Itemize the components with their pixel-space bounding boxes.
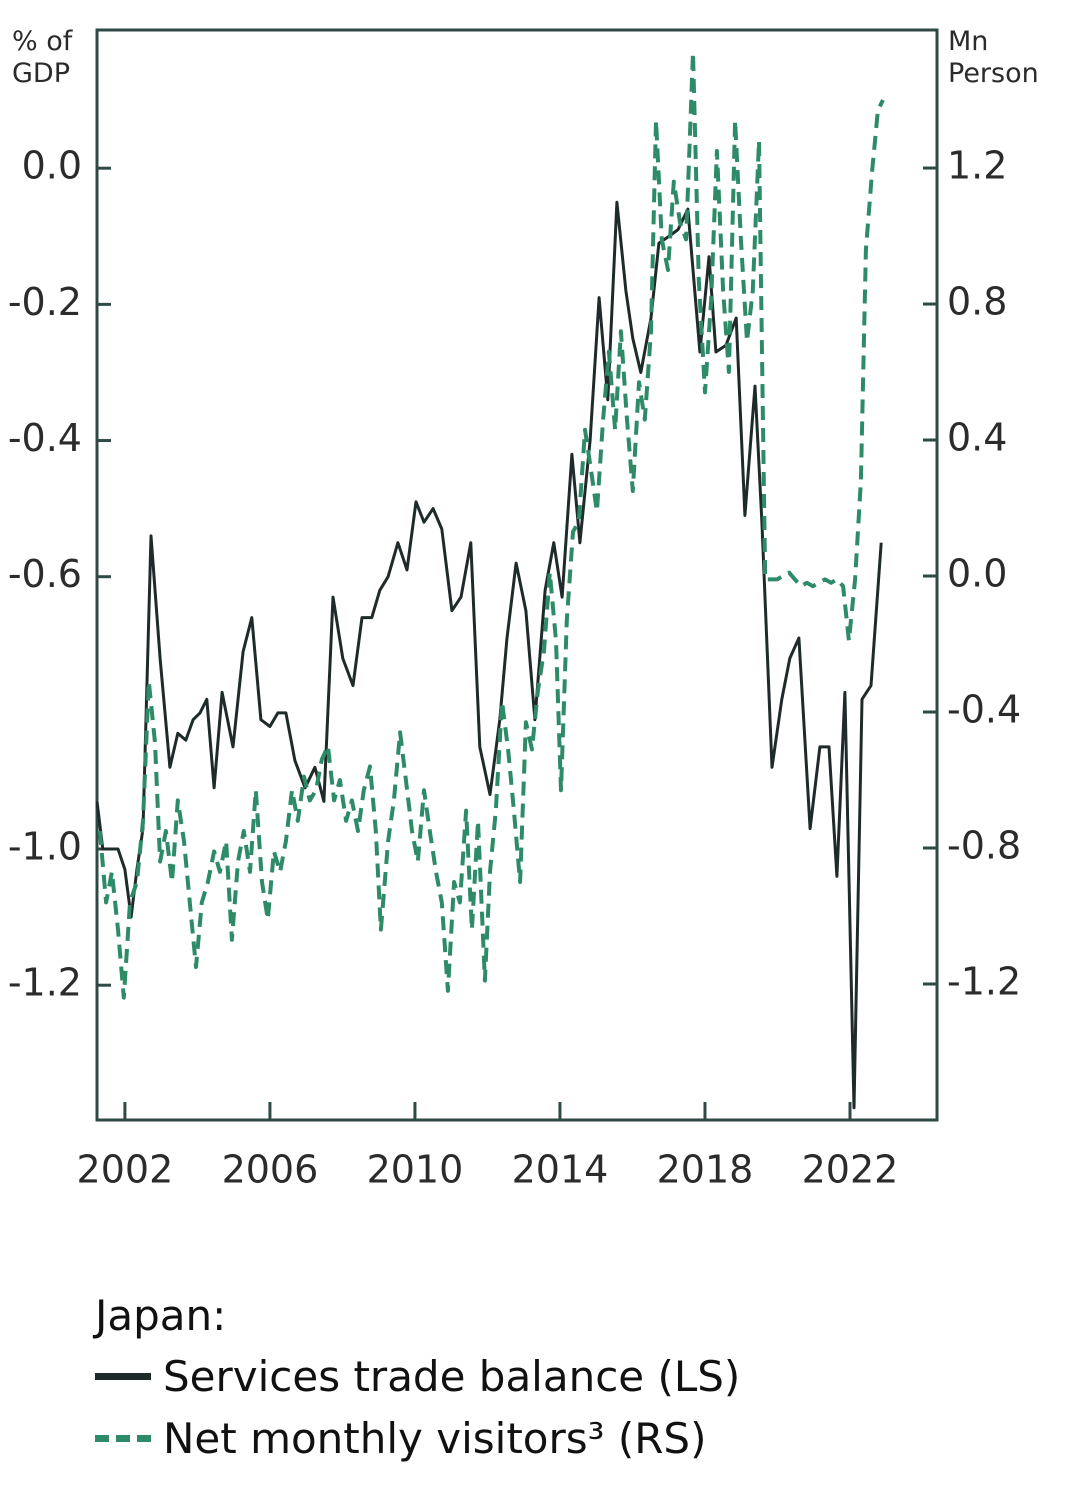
y2-tick-label: 0.4 xyxy=(947,416,1007,460)
legend-swatch xyxy=(95,1434,151,1442)
y2-tick-label: 0.8 xyxy=(947,280,1007,324)
y-axis-label: % of GDP xyxy=(12,26,73,89)
y-tick-label: 0.0 xyxy=(22,144,82,188)
legend-item: Net monthly visitors³ (RS) xyxy=(95,1407,740,1469)
y-tick-label: -0.6 xyxy=(8,552,82,596)
y2-tick-label: -0.8 xyxy=(947,824,1021,868)
series-line xyxy=(95,200,883,1110)
y2-tick-label: 0.0 xyxy=(947,552,1007,596)
y2-axis-label: Mn Person xyxy=(948,26,1039,89)
legend-item: Services trade balance (LS) xyxy=(95,1345,740,1407)
y-tick-label: -0.2 xyxy=(8,280,82,324)
x-tick-label: 2022 xyxy=(802,1148,899,1192)
y-tick-label: -1.0 xyxy=(8,825,82,869)
legend-swatch xyxy=(95,1372,151,1380)
chart: 0.0 -0.2 -0.4 -0.6 -1.0 -1.2 1.2 0.8 0.4 0.0 -0.4 -… xyxy=(8,28,1021,1192)
x-tick-label: 2002 xyxy=(77,1148,174,1192)
plot-frame xyxy=(95,28,939,1122)
x-tick-label: 2006 xyxy=(222,1148,319,1192)
x-tick-label: 2010 xyxy=(367,1148,464,1192)
y2-tick-label: 1.2 xyxy=(947,144,1007,188)
series-line xyxy=(97,50,885,1000)
legend-label: Services trade balance (LS) xyxy=(163,1351,741,1401)
legend: Japan: Services trade balance (LS) Net mo… xyxy=(95,1285,740,1469)
x-tick-label: 2018 xyxy=(657,1148,754,1192)
y2-tick-label: -0.4 xyxy=(947,688,1021,732)
y2-tick-label: -1.2 xyxy=(947,960,1021,1004)
y-tick-label: -0.4 xyxy=(8,416,82,460)
x-tick-label: 2014 xyxy=(512,1148,609,1192)
legend-title: Japan: xyxy=(95,1290,227,1340)
legend-label: Net monthly visitors³ (RS) xyxy=(163,1413,707,1463)
y-tick-label: -1.2 xyxy=(8,961,82,1005)
